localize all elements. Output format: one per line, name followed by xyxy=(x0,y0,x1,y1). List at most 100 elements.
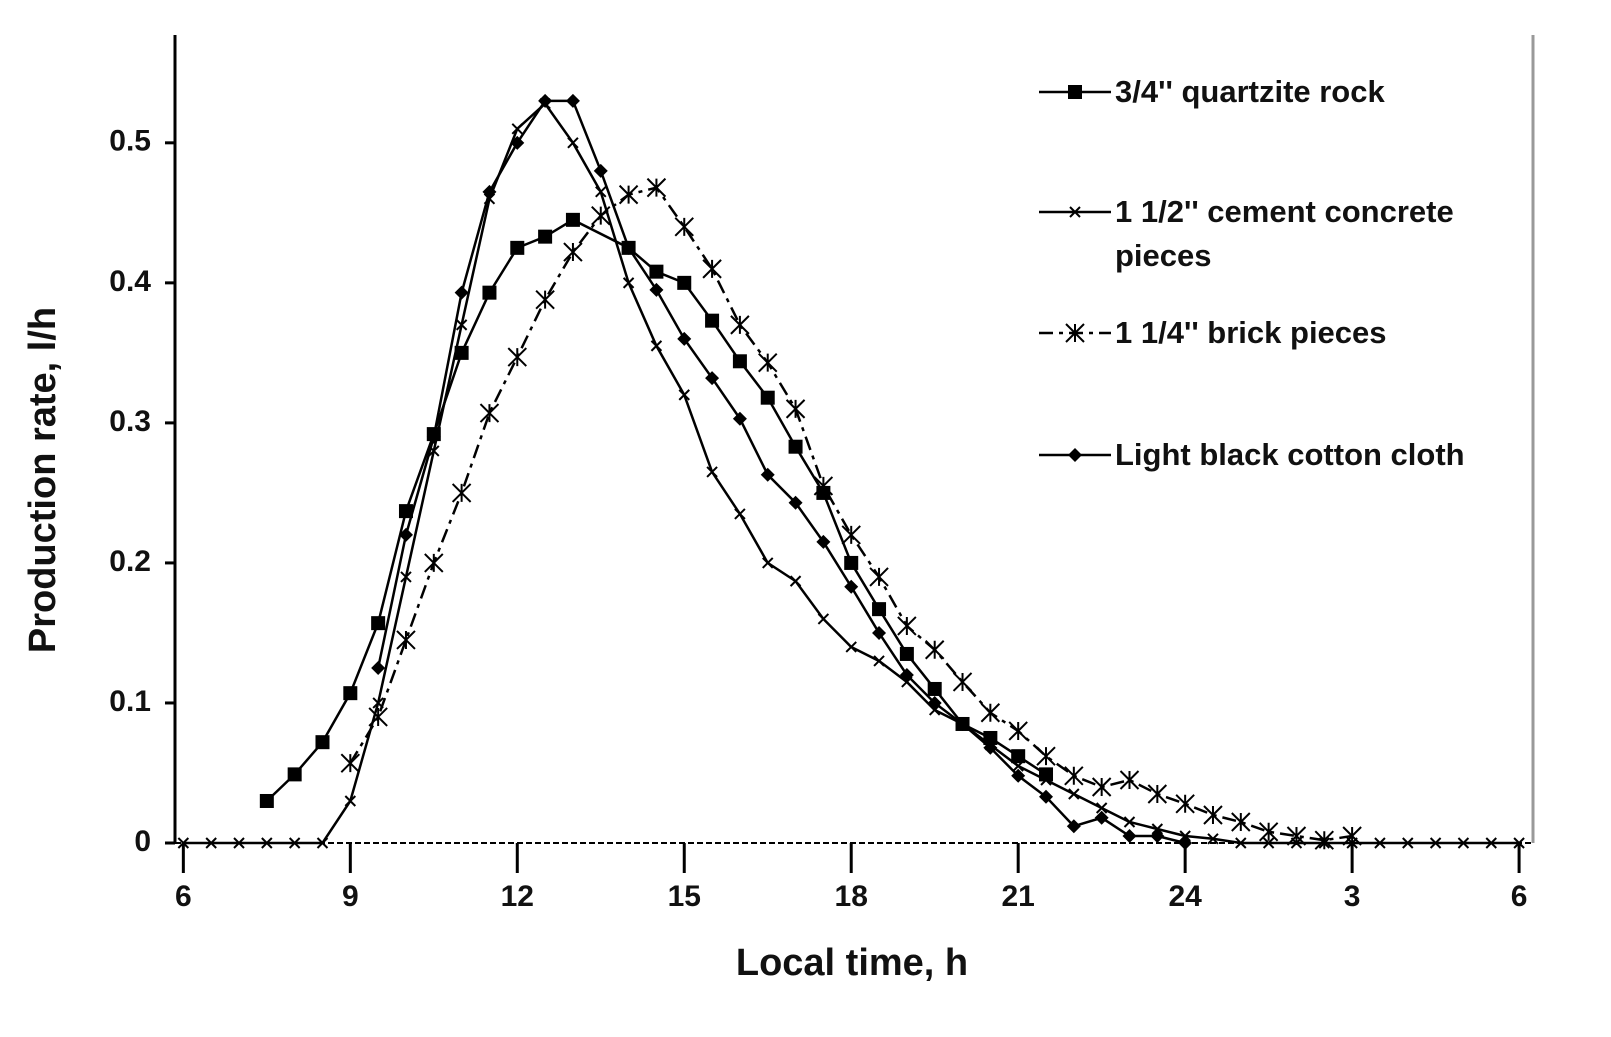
series-line xyxy=(376,99,1186,845)
y-tick-label: 0.2 xyxy=(109,545,151,578)
marker xyxy=(538,93,553,108)
marker xyxy=(482,184,497,199)
marker xyxy=(259,793,274,808)
legend-swatch xyxy=(1039,85,1111,99)
marker xyxy=(1011,768,1026,783)
y-axis-label: Production rate, l/h xyxy=(22,307,64,653)
marker xyxy=(649,264,664,279)
marker xyxy=(567,137,579,149)
marker xyxy=(344,795,357,807)
marker xyxy=(899,646,914,661)
legend-item: 1 1/2'' cement concrete pieces xyxy=(1035,190,1515,278)
marker xyxy=(677,275,692,290)
marker xyxy=(1069,206,1081,218)
marker xyxy=(1064,766,1084,786)
marker xyxy=(789,575,802,587)
marker xyxy=(732,411,747,426)
marker xyxy=(841,525,861,545)
marker xyxy=(371,660,386,675)
marker xyxy=(205,837,217,849)
marker xyxy=(1402,837,1414,849)
marker xyxy=(813,476,834,496)
marker xyxy=(1122,828,1137,843)
marker xyxy=(233,837,245,849)
marker xyxy=(1068,448,1082,462)
marker xyxy=(1262,837,1275,849)
legend-swatch xyxy=(1039,448,1111,462)
marker xyxy=(371,616,386,631)
marker xyxy=(316,837,329,849)
legend-label: 1 1/2'' cement concrete pieces xyxy=(1115,194,1454,273)
marker xyxy=(788,439,803,454)
marker xyxy=(287,767,302,782)
marker xyxy=(340,753,361,773)
marker xyxy=(511,123,523,135)
marker xyxy=(927,695,942,710)
marker xyxy=(1150,828,1165,843)
marker xyxy=(732,354,747,369)
marker xyxy=(1011,749,1026,764)
marker xyxy=(706,466,718,478)
marker xyxy=(315,735,330,750)
marker xyxy=(343,686,358,701)
x-tick-label: 12 xyxy=(501,880,534,913)
marker xyxy=(817,613,830,625)
legend-item: Light black cotton cloth xyxy=(1035,433,1515,477)
marker xyxy=(618,184,639,205)
marker xyxy=(730,315,750,335)
marker xyxy=(535,289,555,310)
x-axis-label: Local time, h xyxy=(736,942,968,984)
marker xyxy=(869,567,889,587)
marker xyxy=(426,429,441,444)
marker xyxy=(454,285,469,300)
legend-item: 3/4'' quartzite rock xyxy=(1035,70,1515,114)
marker xyxy=(844,555,859,570)
marker xyxy=(398,504,413,519)
marker xyxy=(785,399,806,419)
legend-item: 1 1/4'' brick pieces xyxy=(1035,311,1515,355)
x-tick-label: 21 xyxy=(1001,880,1034,913)
marker xyxy=(510,240,525,255)
marker xyxy=(1068,788,1080,800)
marker xyxy=(565,93,580,108)
marker xyxy=(873,655,885,667)
marker xyxy=(646,177,667,198)
x-tick-label: 6 xyxy=(175,880,192,913)
marker xyxy=(538,229,553,244)
marker xyxy=(565,212,580,227)
marker xyxy=(1457,837,1470,849)
marker xyxy=(1258,822,1279,842)
marker xyxy=(1485,837,1497,849)
y-tick-label: 0 xyxy=(134,825,151,858)
legend-label: 1 1/4'' brick pieces xyxy=(1115,315,1387,350)
marker xyxy=(1147,784,1168,804)
marker xyxy=(424,553,444,573)
marker xyxy=(924,640,945,660)
marker xyxy=(760,467,775,482)
legend-swatch xyxy=(1039,323,1111,343)
marker xyxy=(507,347,527,367)
marker xyxy=(1314,830,1334,850)
marker xyxy=(674,217,694,237)
marker xyxy=(1207,833,1219,845)
marker xyxy=(479,403,500,423)
series-line xyxy=(349,186,1353,842)
marker xyxy=(1036,746,1056,766)
marker xyxy=(622,277,635,289)
marker xyxy=(1068,85,1082,99)
marker xyxy=(396,630,416,650)
marker xyxy=(1012,760,1024,772)
marker xyxy=(816,534,831,549)
marker xyxy=(1039,789,1054,804)
marker xyxy=(927,681,942,696)
marker xyxy=(952,672,973,692)
marker xyxy=(454,345,469,360)
x-tick-label: 6 xyxy=(1511,880,1528,913)
marker xyxy=(1091,777,1112,797)
marker xyxy=(788,495,803,510)
x-tick-label: 15 xyxy=(668,880,701,913)
marker xyxy=(563,242,583,262)
marker xyxy=(760,390,775,405)
